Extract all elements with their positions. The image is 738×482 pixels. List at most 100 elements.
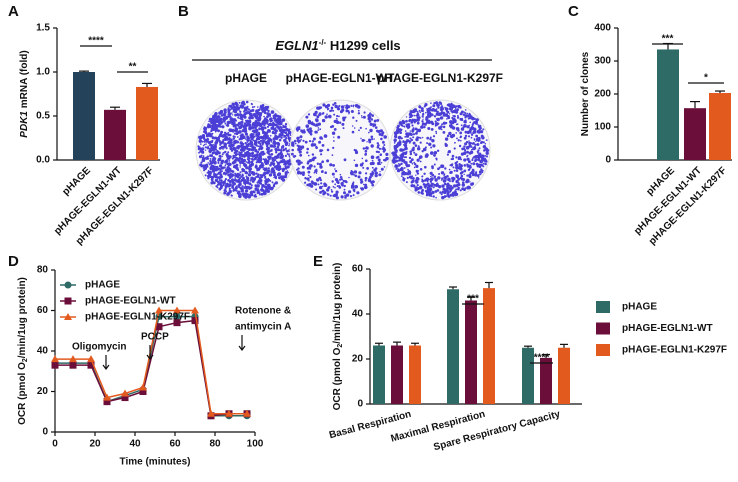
- colony: [240, 121, 243, 124]
- colony: [366, 141, 367, 142]
- colony: [368, 120, 371, 123]
- colony: [416, 181, 418, 183]
- colony: [251, 191, 253, 193]
- colony: [265, 137, 267, 139]
- colony: [199, 140, 202, 143]
- colony: [259, 183, 260, 184]
- colony: [224, 173, 226, 175]
- colony: [402, 178, 405, 181]
- colony: [279, 139, 282, 142]
- colony: [381, 162, 383, 164]
- colony: [440, 164, 443, 167]
- colony: [227, 163, 229, 165]
- label-part: mRNA (fold): [19, 50, 30, 111]
- colony: [234, 160, 237, 163]
- colony: [220, 182, 222, 184]
- colony: [430, 147, 432, 149]
- colony: [360, 178, 363, 181]
- colony: [236, 167, 239, 170]
- colony: [333, 186, 335, 188]
- colony: [459, 132, 462, 135]
- colony: [312, 123, 315, 126]
- colony: [272, 131, 274, 133]
- colony: [393, 151, 396, 154]
- colony: [322, 112, 324, 114]
- colony: [250, 115, 253, 118]
- colony: [217, 173, 219, 175]
- colony: [340, 182, 342, 184]
- colony: [213, 156, 215, 158]
- colony: [318, 127, 320, 129]
- colony: [409, 116, 411, 118]
- colony: [248, 167, 252, 171]
- colony: [346, 193, 349, 196]
- colony: [478, 174, 479, 175]
- colony: [331, 125, 334, 128]
- colony: [437, 150, 439, 152]
- x-tick-label: 60: [169, 439, 181, 450]
- colony: [307, 162, 310, 165]
- colony: [460, 172, 463, 175]
- colony: [239, 154, 242, 157]
- colony: [470, 172, 472, 174]
- colony: [274, 147, 275, 148]
- bar: [558, 348, 570, 404]
- colony: [434, 176, 436, 178]
- colony: [210, 134, 213, 137]
- colony: [435, 190, 437, 192]
- colony: [483, 141, 485, 143]
- colony: [239, 193, 242, 196]
- colony: [234, 174, 237, 177]
- colony: [485, 143, 487, 145]
- annotation: Rotenone &: [235, 306, 291, 317]
- colony: [485, 148, 488, 151]
- panel-letter: E: [313, 253, 323, 270]
- colony: [260, 151, 263, 154]
- colony: [219, 170, 221, 172]
- colony: [283, 145, 284, 146]
- colony: [315, 146, 317, 148]
- colony: [356, 104, 359, 107]
- colony: [308, 180, 310, 182]
- colony: [274, 148, 277, 151]
- colony: [435, 184, 438, 187]
- colony: [414, 115, 416, 117]
- colony: [240, 117, 243, 120]
- colony: [449, 169, 451, 171]
- bar: [709, 93, 731, 160]
- colony: [439, 187, 440, 188]
- colony: [274, 175, 277, 178]
- colony: [406, 116, 407, 117]
- colony: [447, 154, 449, 156]
- colony: [424, 105, 426, 107]
- colony: [447, 152, 449, 154]
- colony: [413, 162, 415, 164]
- colony: [353, 181, 355, 183]
- colony: [321, 138, 323, 140]
- colony: [398, 130, 399, 131]
- colony: [456, 138, 458, 140]
- colony: [435, 197, 437, 199]
- colony: [204, 130, 206, 132]
- colony: [236, 185, 238, 187]
- colony: [346, 104, 348, 106]
- colony: [467, 131, 470, 134]
- colony: [322, 149, 324, 151]
- colony: [202, 141, 204, 143]
- colony: [402, 142, 404, 144]
- bar: [391, 346, 403, 405]
- colony: [294, 155, 296, 157]
- colony: [224, 151, 226, 153]
- colony: [376, 119, 379, 122]
- colony: [312, 140, 314, 142]
- colony: [474, 144, 476, 146]
- colony: [438, 113, 441, 116]
- colony: [457, 115, 459, 117]
- colony: [236, 146, 239, 149]
- colony: [358, 175, 361, 178]
- colony: [212, 169, 215, 172]
- colony: [430, 102, 432, 104]
- colony: [379, 171, 380, 172]
- colony: [410, 130, 411, 131]
- colony: [404, 172, 407, 175]
